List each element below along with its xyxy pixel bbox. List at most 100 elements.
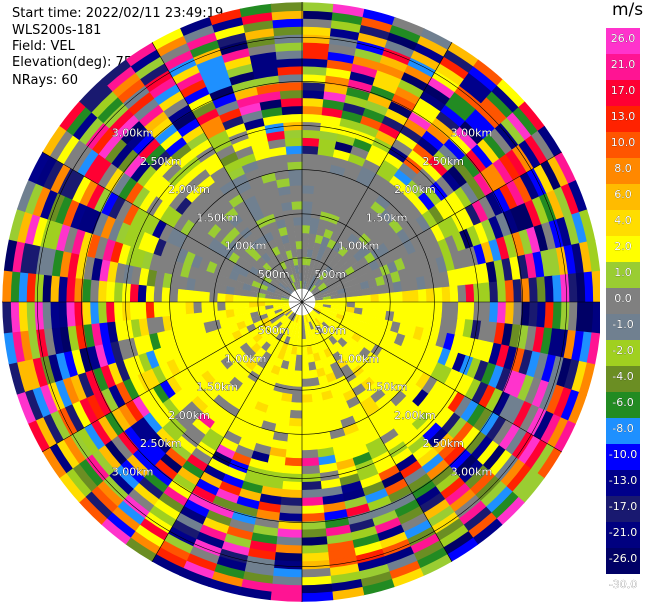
velocity-gate: [96, 96, 124, 124]
velocity-gate: [575, 302, 586, 333]
velocity-gate: [362, 107, 386, 124]
velocity-gate: [202, 320, 214, 334]
velocity-gate: [418, 492, 446, 514]
velocity-gate: [525, 350, 541, 379]
velocity-gate: [314, 303, 324, 307]
velocity-gate: [369, 369, 384, 384]
velocity-gate: [185, 453, 209, 473]
velocity-gate: [378, 122, 401, 140]
velocity-gate: [396, 228, 411, 245]
velocity-gate: [532, 410, 555, 441]
velocity-gate: [394, 291, 404, 303]
velocity-gate: [392, 138, 414, 157]
velocity-gate: [225, 308, 235, 319]
velocity-gate: [284, 217, 295, 227]
velocity-gate: [335, 266, 346, 276]
velocity-gate: [307, 240, 316, 251]
velocity-gate: [97, 279, 108, 302]
velocity-gate: [231, 78, 258, 94]
velocity-gate: [331, 320, 342, 329]
velocity-gate: [242, 214, 256, 228]
velocity-gate: [285, 225, 296, 235]
velocity-gate: [353, 289, 364, 297]
velocity-gate: [49, 129, 74, 161]
velocity-gate: [193, 278, 204, 292]
velocity-gate: [160, 42, 192, 64]
velocity-gate: [186, 363, 202, 381]
velocity-gate: [423, 315, 435, 331]
velocity-gate: [285, 285, 294, 294]
velocity-gate: [164, 447, 187, 468]
velocity-gate: [122, 224, 138, 247]
velocity-gate: [163, 96, 189, 118]
velocity-gate: [315, 251, 324, 261]
velocity-gate: [39, 354, 56, 385]
colorbar-tick-label: 4.0: [614, 214, 632, 227]
velocity-gate: [346, 290, 356, 298]
velocity-gate: [307, 313, 313, 322]
velocity-gate: [559, 302, 570, 332]
velocity-gate: [369, 84, 396, 102]
velocity-gate: [302, 18, 333, 29]
velocity-gate: [63, 138, 87, 169]
azimuth-line: [301, 42, 453, 303]
velocity-gate: [395, 454, 418, 473]
velocity-gate: [413, 42, 445, 65]
velocity-gate: [282, 384, 294, 395]
velocity-gate: [425, 302, 435, 317]
velocity-gate: [288, 353, 297, 364]
velocity-gate: [435, 63, 466, 87]
velocity-gate: [131, 395, 150, 418]
velocity-gate: [202, 342, 215, 357]
velocity-gate: [340, 320, 351, 329]
velocity-gate: [308, 312, 315, 321]
velocity-gate: [394, 213, 410, 230]
velocity-gate: [233, 503, 258, 518]
velocity-gate: [199, 61, 228, 80]
velocity-gate: [359, 571, 393, 588]
velocity-gate: [408, 313, 419, 327]
velocity-gate: [236, 94, 261, 109]
velocity-gate: [175, 149, 197, 169]
velocity-gate: [312, 289, 321, 296]
velocity-gate: [315, 431, 332, 443]
velocity-gate: [544, 302, 555, 330]
velocity-gate: [275, 331, 284, 342]
velocity-gate: [505, 149, 528, 178]
velocity-gate: [415, 247, 429, 265]
velocity-gate: [289, 409, 302, 420]
velocity-gate: [486, 163, 508, 189]
velocity-gate: [477, 138, 501, 165]
velocity-gate: [511, 468, 539, 499]
velocity-gate: [102, 238, 116, 262]
velocity-gate: [202, 384, 219, 401]
velocity-gate: [370, 388, 386, 404]
velocity-gate: [372, 267, 384, 279]
velocity-gate: [55, 351, 71, 380]
velocity-gate: [253, 320, 264, 329]
velocity-gate: [301, 488, 323, 499]
velocity-gate: [280, 359, 290, 370]
velocity-gate: [211, 495, 237, 512]
velocity-gate: [274, 169, 290, 181]
velocity-gate: [186, 161, 207, 181]
velocity-gate: [104, 167, 125, 193]
velocity-gate: [181, 460, 205, 480]
velocity-gate: [491, 85, 520, 114]
velocity-gate: [213, 360, 228, 376]
velocity-gate: [101, 58, 132, 86]
velocity-gate: [540, 354, 557, 384]
velocity-gate: [10, 300, 21, 333]
velocity-gate: [279, 325, 288, 335]
velocity-gate: [480, 241, 495, 264]
velocity-gate: [279, 193, 292, 204]
velocity-gate: [205, 509, 232, 527]
velocity-gate: [311, 392, 324, 403]
velocity-gate: [451, 352, 467, 373]
velocity-gate: [378, 302, 388, 312]
velocity-gate: [284, 287, 293, 295]
velocity-gate: [498, 423, 521, 451]
velocity-gate: [400, 379, 416, 397]
velocity-gate: [209, 251, 222, 265]
velocity-gate: [567, 273, 578, 304]
